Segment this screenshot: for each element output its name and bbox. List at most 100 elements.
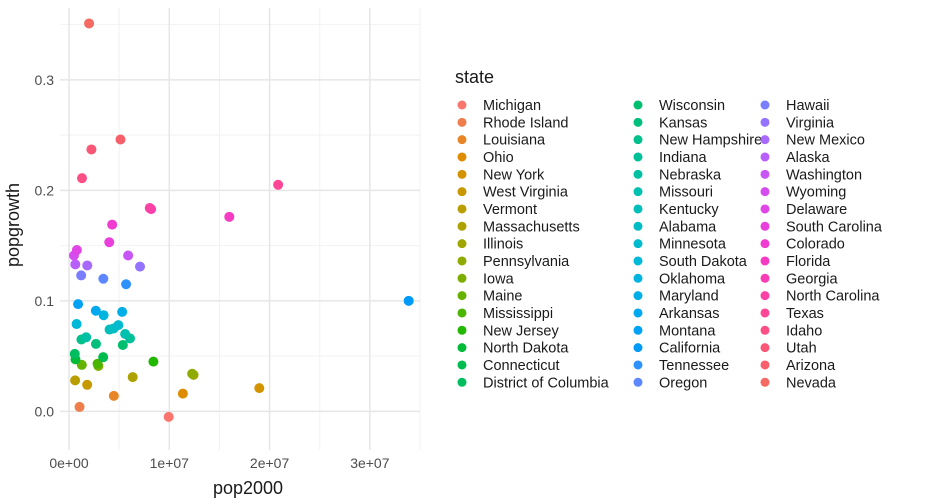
legend-label-new-hampshire: New Hampshire bbox=[659, 133, 762, 149]
data-point-utah bbox=[86, 144, 97, 155]
legend-label-rhode-island: Rhode Island bbox=[483, 115, 568, 131]
legend-key-georgia bbox=[760, 273, 770, 283]
legend-key-oregon bbox=[633, 377, 643, 387]
legend-key-vermont bbox=[457, 204, 467, 214]
legend-key-oklahoma bbox=[633, 273, 643, 283]
legend-label-california: California bbox=[659, 341, 721, 357]
data-point-nevada bbox=[84, 18, 95, 29]
legend-label-pennsylvania: Pennsylvania bbox=[483, 254, 570, 270]
legend-key-maine bbox=[457, 291, 467, 301]
legend-label-mississippi: Mississippi bbox=[483, 306, 553, 322]
legend-key-alabama bbox=[633, 221, 643, 231]
legend-label-south-dakota: South Dakota bbox=[659, 254, 748, 270]
legend-key-rhode-island bbox=[457, 117, 467, 127]
legend-key-virginia bbox=[760, 117, 770, 127]
data-point-west-virginia bbox=[82, 379, 93, 390]
data-point-north-carolina bbox=[144, 203, 155, 214]
legend-label-new-jersey: New Jersey bbox=[483, 323, 559, 339]
legend-key-wyoming bbox=[760, 187, 770, 197]
legend-key-utah bbox=[760, 343, 770, 353]
legend-label-wisconsin: Wisconsin bbox=[659, 98, 725, 114]
legend-label-arkansas: Arkansas bbox=[659, 306, 719, 322]
legend-label-oregon: Oregon bbox=[659, 375, 707, 391]
legend-label-delaware: Delaware bbox=[786, 202, 847, 218]
data-point-ohio bbox=[177, 388, 188, 399]
legend-label-hawaii: Hawaii bbox=[786, 98, 830, 114]
legend-label-tennessee: Tennessee bbox=[659, 358, 729, 374]
legend-label-colorado: Colorado bbox=[786, 237, 845, 253]
data-point-arkansas bbox=[90, 305, 101, 316]
legend-key-new-mexico bbox=[760, 135, 770, 145]
y-axis-ticks: 0.0 0.1 0.2 0.3 bbox=[35, 72, 55, 420]
legend-key-indiana bbox=[633, 152, 643, 162]
legend-key-hawaii bbox=[760, 100, 770, 110]
data-point-new-mexico bbox=[82, 260, 93, 271]
legend-key-illinois bbox=[457, 239, 467, 249]
legend-label-michigan: Michigan bbox=[483, 98, 541, 114]
x-axis-ticks: 0e+00 1e+07 2e+07 3e+07 bbox=[49, 455, 389, 471]
legend-key-tennessee bbox=[633, 360, 643, 370]
legend-label-wyoming: Wyoming bbox=[786, 185, 846, 201]
legend-key-pennsylvania bbox=[457, 256, 467, 266]
data-point-minnesota bbox=[113, 320, 124, 331]
legend-key-colorado bbox=[760, 239, 770, 249]
legend-key-missouri bbox=[633, 187, 643, 197]
legend-label-kansas: Kansas bbox=[659, 115, 707, 131]
legend-key-massachusetts bbox=[457, 221, 467, 231]
x-tick-label: 1e+07 bbox=[150, 455, 190, 471]
legend-label-florida: Florida bbox=[786, 254, 831, 270]
legend-label-idaho: Idaho bbox=[786, 323, 822, 339]
data-point-alaska bbox=[70, 259, 81, 270]
data-point-delaware bbox=[71, 244, 82, 255]
legend-label-washington: Washington bbox=[786, 167, 862, 183]
data-point-missouri bbox=[120, 328, 131, 339]
y-tick-label: 0.2 bbox=[35, 182, 55, 198]
legend-key-washington bbox=[760, 169, 770, 179]
legend-label-new-york: New York bbox=[483, 167, 545, 183]
legend-label-montana: Montana bbox=[659, 323, 716, 339]
legend-key-minnesota bbox=[633, 239, 643, 249]
legend-label-louisiana: Louisiana bbox=[483, 133, 546, 149]
legend-label-connecticut: Connecticut bbox=[483, 358, 560, 374]
legend-label-arizona: Arizona bbox=[786, 358, 836, 374]
legend-label-alabama: Alabama bbox=[659, 219, 717, 235]
legend-key-nebraska bbox=[633, 169, 643, 179]
legend-key-north-carolina bbox=[760, 291, 770, 301]
legend-key-south-carolina bbox=[760, 221, 770, 231]
legend-label-north-carolina: North Carolina bbox=[786, 289, 880, 305]
legend-key-west-virginia bbox=[457, 187, 467, 197]
data-point-oregon bbox=[98, 273, 109, 284]
legend-label-minnesota: Minnesota bbox=[659, 237, 727, 253]
legend-key-wisconsin bbox=[633, 100, 643, 110]
data-point-montana bbox=[73, 299, 84, 310]
legend-key-florida bbox=[760, 256, 770, 266]
legend-label-nevada: Nevada bbox=[786, 375, 837, 391]
data-point-oklahoma bbox=[98, 310, 109, 321]
legend-label-vermont: Vermont bbox=[483, 202, 537, 218]
data-point-wisconsin bbox=[117, 340, 128, 351]
data-point-maryland bbox=[117, 306, 128, 317]
legend-key-connecticut bbox=[457, 360, 467, 370]
x-tick-label: 3e+07 bbox=[350, 455, 390, 471]
legend-label-alaska: Alaska bbox=[786, 150, 830, 166]
legend-key-kentucky bbox=[633, 204, 643, 214]
x-axis-title: pop2000 bbox=[213, 478, 283, 498]
legend-label-massachusetts: Massachusetts bbox=[483, 219, 580, 235]
legend-key-california bbox=[633, 343, 643, 353]
legend-label-kentucky: Kentucky bbox=[659, 202, 719, 218]
legend-label-indiana: Indiana bbox=[659, 150, 708, 166]
legend-key-south-dakota bbox=[633, 256, 643, 266]
legend-label-texas: Texas bbox=[786, 306, 824, 322]
legend-label-north-dakota: North Dakota bbox=[483, 341, 569, 357]
legend-key-delaware bbox=[760, 204, 770, 214]
data-point-louisiana bbox=[108, 390, 119, 401]
data-point-idaho bbox=[77, 173, 88, 184]
legend-label-iowa: Iowa bbox=[483, 271, 515, 287]
legend-key-iowa bbox=[457, 273, 467, 283]
data-point-michigan bbox=[163, 411, 174, 422]
legend-key-district-of-columbia bbox=[457, 377, 467, 387]
data-point-hawaii bbox=[76, 270, 87, 281]
legend-key-texas bbox=[760, 308, 770, 318]
legend-key-idaho bbox=[760, 325, 770, 335]
data-point-arizona bbox=[115, 134, 126, 145]
